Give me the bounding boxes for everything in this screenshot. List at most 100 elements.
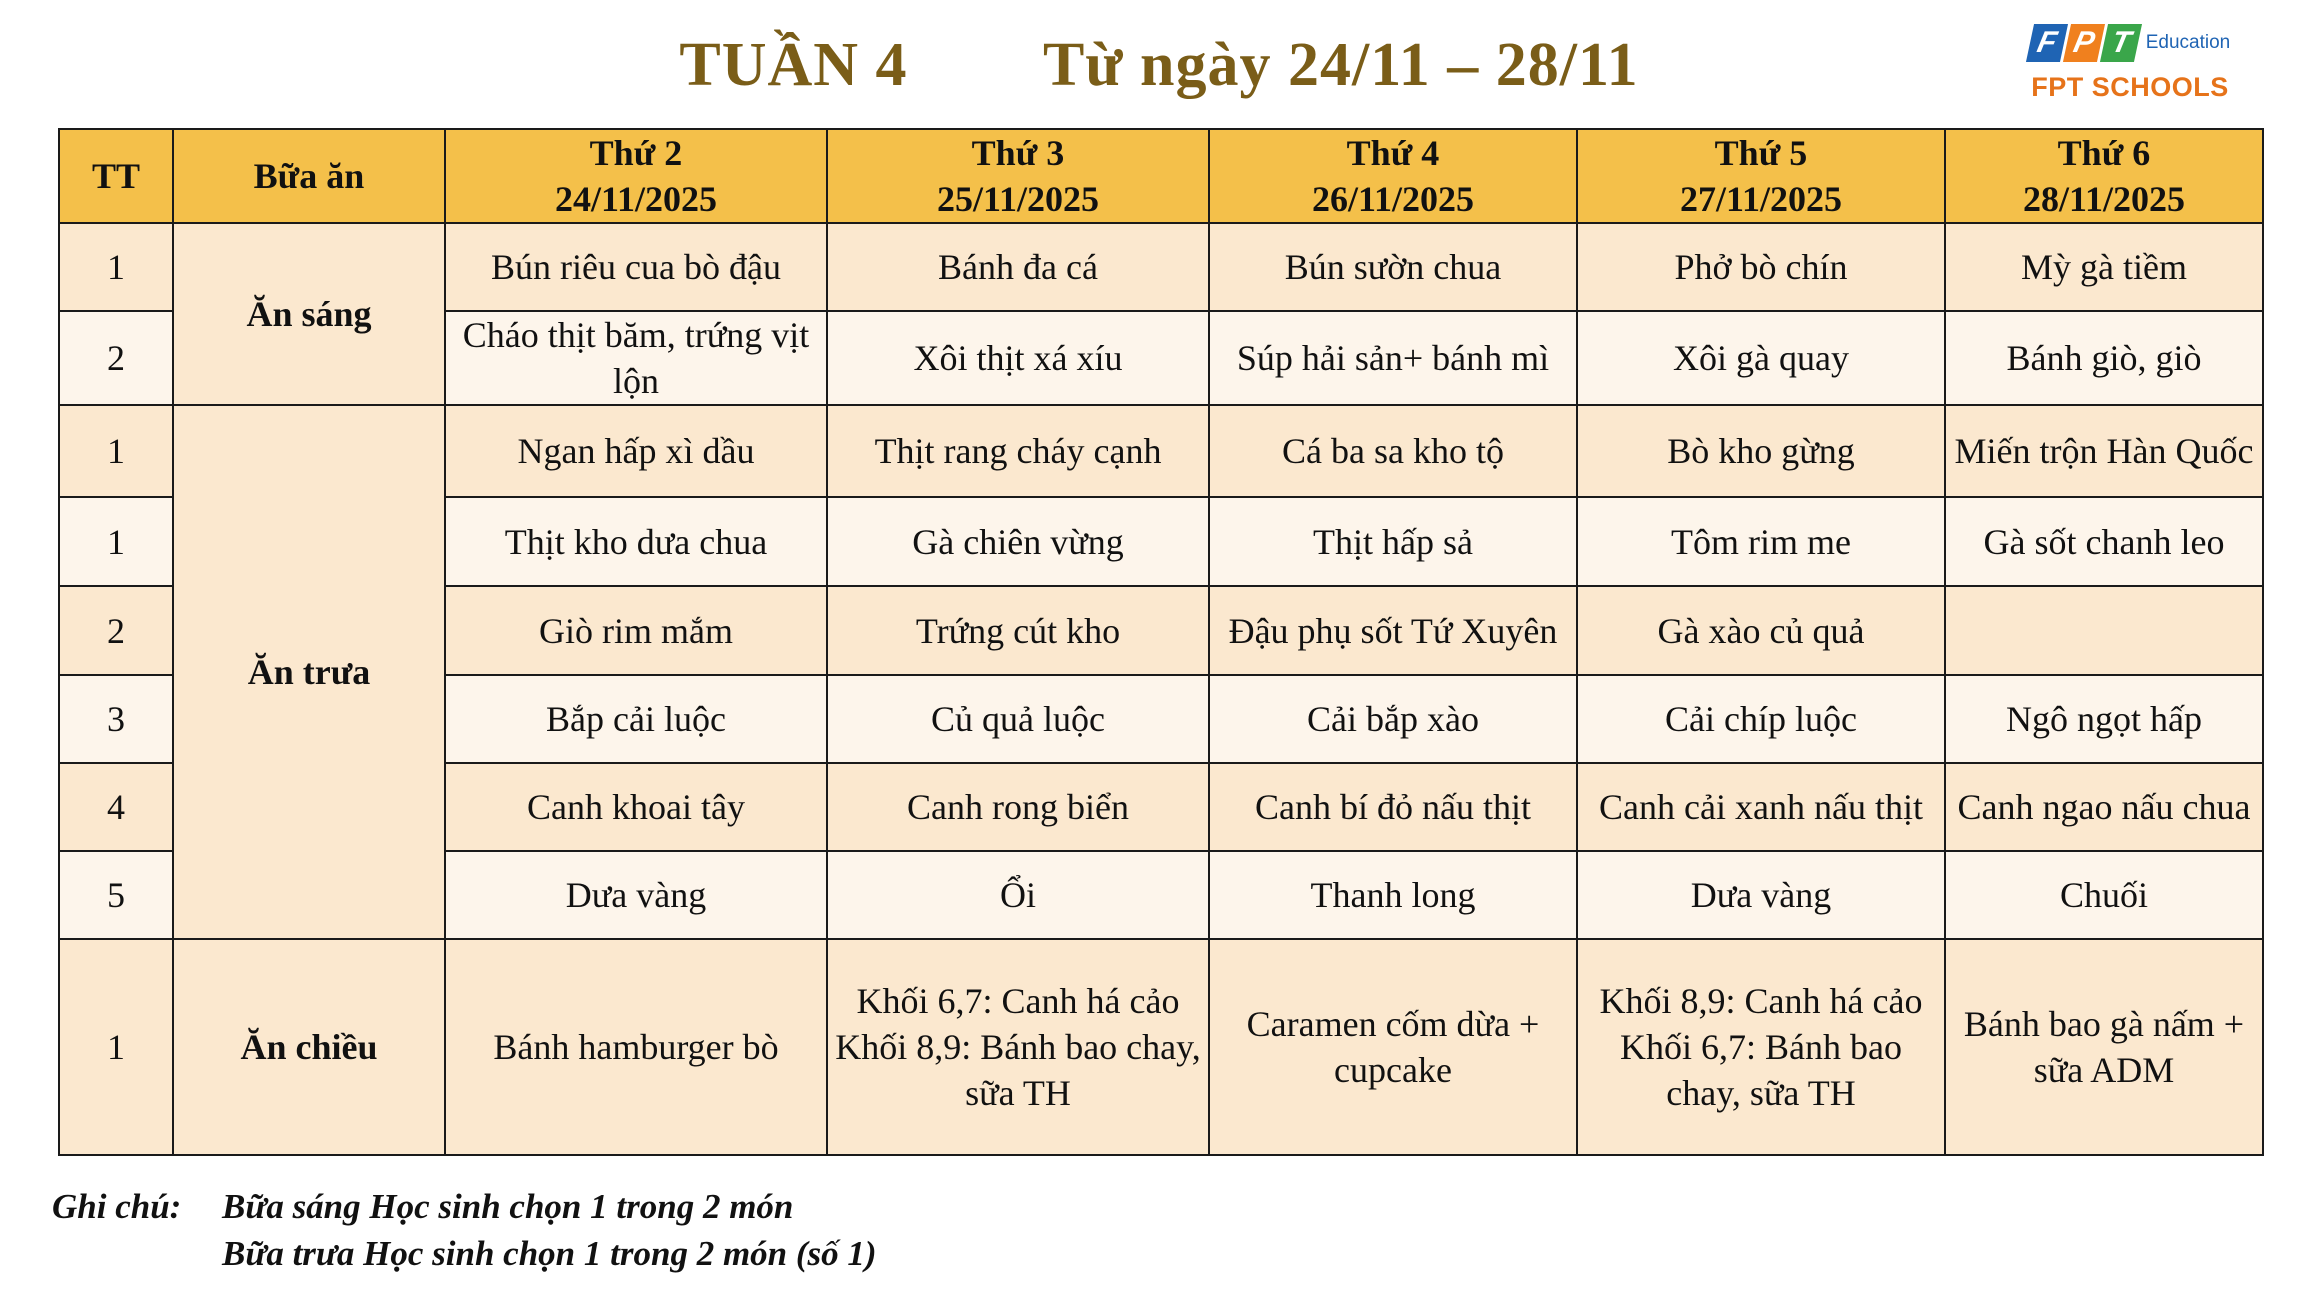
dish-cell: Đậu phụ sốt Tứ Xuyên bbox=[1208, 585, 1578, 677]
dish-cell: Củ quả luộc bbox=[826, 674, 1210, 765]
meal-lunch: Ăn trưa bbox=[172, 404, 446, 941]
dish-cell: Canh rong biển bbox=[826, 762, 1210, 853]
logo-letter-t: T bbox=[2099, 24, 2142, 62]
fpt-logo: F P T Education FPT SCHOOLS bbox=[2020, 24, 2240, 103]
meal-afternoon: Ăn chiều bbox=[172, 938, 446, 1157]
dish-cell: Chuối bbox=[1944, 850, 2264, 941]
dish-cell: Bánh bao gà nấm + sữa ADM bbox=[1944, 938, 2264, 1157]
week-label: TUẦN 4 bbox=[679, 31, 908, 99]
day-name: Thứ 6 bbox=[2057, 133, 2151, 173]
dish-cell: Canh cải xanh nấu thịt bbox=[1576, 762, 1946, 853]
dish-cell: Giò rim mắm bbox=[444, 585, 828, 677]
day-name: Thứ 3 bbox=[971, 133, 1065, 173]
table-row: 1 Ăn sáng Bún riêu cua bò đậu Bánh đa cá… bbox=[58, 222, 2264, 407]
dish-cell: Xôi gà quay bbox=[1576, 310, 1946, 407]
day-date: 28/11/2025 bbox=[2022, 179, 2186, 220]
dish-cell: Bún riêu cua bò đậu bbox=[444, 222, 828, 313]
notes-label: Ghi chú: bbox=[52, 1187, 182, 1226]
header-day: Thứ 3 25/11/2025 bbox=[826, 127, 1210, 225]
row-number: 1 bbox=[58, 938, 174, 1157]
dish-cell: Canh khoai tây bbox=[444, 762, 828, 853]
dish-cell: Bánh hamburger bò bbox=[444, 938, 828, 1157]
logo-mark: F P T Education bbox=[2020, 24, 2240, 62]
dish-cell: Thịt hấp sả bbox=[1208, 496, 1578, 588]
dish-cell: Cải chíp luộc bbox=[1576, 674, 1946, 765]
row-number: 2 bbox=[58, 585, 174, 677]
dish-cell: Miến trộn Hàn Quốc bbox=[1944, 404, 2264, 499]
table-row: 4 Canh khoai tây Canh rong biển Canh bí … bbox=[58, 762, 2264, 853]
header-row: TT Bữa ăn Thứ 2 24/11/2025 Thứ 3 25/11/202… bbox=[58, 127, 2264, 225]
dish-cell: Cháo thịt băm, trứng vịt lộn bbox=[444, 310, 828, 407]
day-date: 27/11/2025 bbox=[1679, 179, 1843, 220]
notes: Ghi chú: Bữa sáng Học sinh chọn 1 trong … bbox=[52, 1183, 877, 1278]
dish-cell: Bò kho gừng bbox=[1576, 404, 1946, 499]
dish-cell: Bánh giò, giò bbox=[1944, 310, 2264, 407]
note-line: Bữa sáng Học sinh chọn 1 trong 2 món bbox=[222, 1187, 794, 1226]
page-title: TUẦN 4 Từ ngày 24/11 – 28/11 bbox=[0, 30, 2318, 101]
day-date: 24/11/2025 bbox=[554, 179, 718, 220]
note-line: Bữa trưa Học sinh chọn 1 trong 2 món (số… bbox=[222, 1234, 877, 1274]
dish-cell: Xôi thịt xá xíu bbox=[826, 310, 1210, 407]
dish-cell: Thịt kho dưa chua bbox=[444, 496, 828, 588]
logo-letters: F P T bbox=[2025, 24, 2142, 62]
dish-cell: Gà chiên vừng bbox=[826, 496, 1210, 588]
header-day: Thứ 4 26/11/2025 bbox=[1208, 127, 1578, 225]
table-row: 1 Ăn chiều Bánh hamburger bò Khối 6,7: C… bbox=[58, 938, 2264, 1157]
dish-cell: Dưa vàng bbox=[444, 850, 828, 941]
table-row: 3 Bắp cải luộc Củ quả luộc Cải bắp xào C… bbox=[58, 674, 2264, 765]
table-row: 5 Dưa vàng Ổi Thanh long Dưa vàng Chuối bbox=[58, 850, 2264, 941]
dish-cell: Dưa vàng bbox=[1576, 850, 1946, 941]
header-tt: TT bbox=[58, 127, 174, 225]
dish-cell: Thịt rang cháy cạnh bbox=[826, 404, 1210, 499]
table-row: 2 Cháo thịt băm, trứng vịt lộn Xôi thịt … bbox=[58, 310, 2264, 407]
dish-cell: Gà xào củ quả bbox=[1576, 585, 1946, 677]
meal-breakfast: Ăn sáng bbox=[172, 222, 446, 407]
day-name: Thứ 2 bbox=[589, 133, 683, 173]
header-meal: Bữa ăn bbox=[172, 127, 446, 225]
dish-cell: Cải bắp xào bbox=[1208, 674, 1578, 765]
day-date: 26/11/2025 bbox=[1311, 179, 1475, 220]
dish-cell: Caramen cốm dừa + cupcake bbox=[1208, 938, 1578, 1157]
day-name: Thứ 5 bbox=[1714, 133, 1808, 173]
row-number: 1 bbox=[58, 404, 174, 499]
row-number: 4 bbox=[58, 762, 174, 853]
dish-cell bbox=[1944, 585, 2264, 677]
dish-cell: Tôm rim me bbox=[1576, 496, 1946, 588]
logo-letter-f: F bbox=[2025, 24, 2068, 62]
day-date: 25/11/2025 bbox=[936, 179, 1100, 220]
date-range: Từ ngày 24/11 – 28/11 bbox=[1042, 31, 1639, 99]
row-number: 3 bbox=[58, 674, 174, 765]
dish-cell: Bánh đa cá bbox=[826, 222, 1210, 313]
logo-education-text: Education bbox=[2145, 32, 2231, 53]
logo-schools-text: FPT SCHOOLS bbox=[2031, 72, 2229, 102]
dish-cell: Canh bí đỏ nấu thịt bbox=[1208, 762, 1578, 853]
row-number: 1 bbox=[58, 222, 174, 313]
dish-cell: Thanh long bbox=[1208, 850, 1578, 941]
header-day: Thứ 6 28/11/2025 bbox=[1944, 127, 2264, 225]
logo-letter-p: P bbox=[2062, 24, 2105, 62]
row-number: 5 bbox=[58, 850, 174, 941]
dish-cell: Trứng cút kho bbox=[826, 585, 1210, 677]
table-row: 2 Giò rim mắm Trứng cút kho Đậu phụ sốt … bbox=[58, 585, 2264, 677]
dish-cell: Ngan hấp xì dầu bbox=[444, 404, 828, 499]
dish-cell: Cá ba sa kho tộ bbox=[1208, 404, 1578, 499]
dish-cell: Mỳ gà tiềm bbox=[1944, 222, 2264, 313]
day-name: Thứ 4 bbox=[1346, 133, 1440, 173]
dish-cell: Canh ngao nấu chua bbox=[1944, 762, 2264, 853]
table-row: 1 Ăn trưa Ngan hấp xì dầu Thịt rang cháy… bbox=[58, 404, 2264, 941]
dish-cell: Bún sườn chua bbox=[1208, 222, 1578, 313]
table-row: 1 Thịt kho dưa chua Gà chiên vừng Thịt h… bbox=[58, 496, 2264, 588]
header-day: Thứ 2 24/11/2025 bbox=[444, 127, 828, 225]
dish-cell: Ngô ngọt hấp bbox=[1944, 674, 2264, 765]
row-number: 1 bbox=[58, 496, 174, 588]
dish-cell: Gà sốt chanh leo bbox=[1944, 496, 2264, 588]
dish-cell: Ổi bbox=[826, 850, 1210, 941]
dish-cell: Bắp cải luộc bbox=[444, 674, 828, 765]
row-number: 2 bbox=[58, 310, 174, 407]
dish-cell: Phở bò chín bbox=[1576, 222, 1946, 313]
weekly-menu-table: TT Bữa ăn Thứ 2 24/11/2025 Thứ 3 25/11/202… bbox=[58, 127, 2264, 1157]
dish-cell: Khối 6,7: Canh há cảo Khối 8,9: Bánh bao… bbox=[826, 938, 1210, 1157]
dish-cell: Khối 8,9: Canh há cảo Khối 6,7: Bánh bao… bbox=[1576, 938, 1946, 1157]
header-day: Thứ 5 27/11/2025 bbox=[1576, 127, 1946, 225]
dish-cell: Súp hải sản+ bánh mì bbox=[1208, 310, 1578, 407]
